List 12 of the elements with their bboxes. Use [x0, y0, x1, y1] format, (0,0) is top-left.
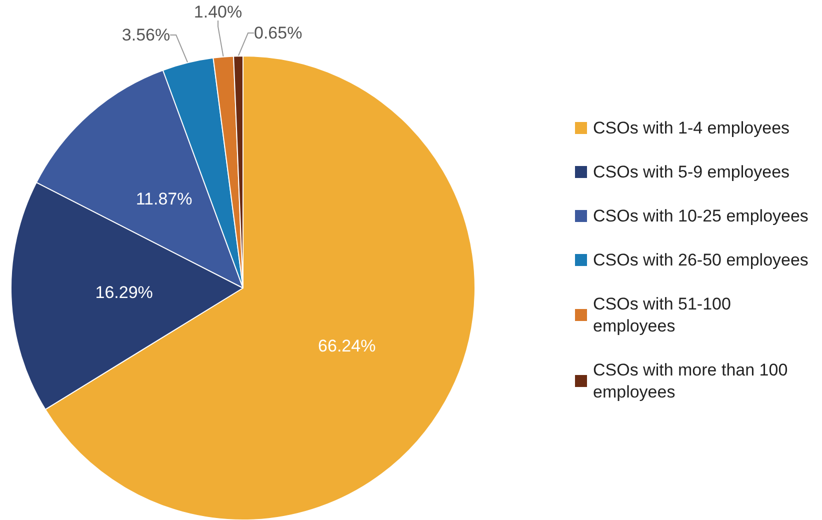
- legend-label: CSOs with 51-100 employees: [593, 294, 736, 336]
- data-label: 0.65%: [254, 24, 302, 42]
- legend-label: CSOs with 1-4 employees: [593, 118, 790, 138]
- data-label: 16.29%: [95, 283, 153, 302]
- data-label: 3.56%: [122, 26, 170, 44]
- legend-label: CSOs with 10-25 employees: [593, 206, 808, 226]
- legend-label: CSOs with 5-9 employees: [593, 162, 790, 182]
- data-label: 66.24%: [318, 336, 376, 356]
- data-label: 11.87%: [136, 189, 192, 208]
- legend-label: CSOs with 26-50 employees: [593, 250, 808, 270]
- data-label: 1.40%: [194, 2, 242, 22]
- legend-label: CSOs with more than 100 employees: [593, 360, 792, 402]
